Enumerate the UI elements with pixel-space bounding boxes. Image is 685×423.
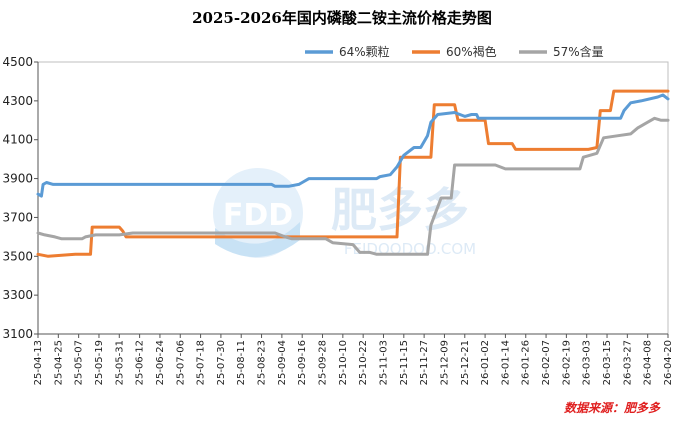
x-tick-label: 25-08-11	[236, 340, 247, 385]
x-tick-label: 25-04-25	[53, 340, 64, 385]
x-tick-label: 25-07-18	[196, 340, 207, 385]
y-tick-label: 4300	[2, 94, 33, 108]
y-tick-label: 3700	[2, 210, 33, 224]
x-tick-label: 25-12-21	[460, 340, 471, 385]
x-tick-label: 25-06-24	[155, 340, 166, 385]
y-tick-label: 4500	[2, 55, 33, 69]
y-tick-label: 3500	[2, 249, 33, 263]
source-note: 数据来源：肥多多	[564, 401, 661, 415]
x-tick-label: 25-05-19	[94, 340, 105, 385]
x-tick-label: 26-03-15	[602, 340, 613, 385]
y-tick-label: 3100	[2, 327, 33, 341]
legend: 64%颗粒 60%褐色 57%含量	[305, 44, 604, 59]
svg-text:FDD: FDD	[223, 198, 293, 233]
x-tick-label: 26-02-07	[541, 340, 552, 385]
axes: 3100 3300 3500 3700 3900 4100 4300 4500 25-04-13…	[2, 55, 674, 385]
x-tick-label: 25-10-22	[358, 340, 369, 385]
series-line-3	[36, 116, 670, 256]
y-tick-label: 3300	[2, 288, 33, 302]
x-tick-label: 26-01-26	[521, 340, 532, 385]
x-tick-label: 25-05-07	[74, 340, 85, 385]
plot-area	[36, 89, 670, 258]
x-tick-label: 26-02-19	[561, 340, 572, 385]
x-tick-label: 25-12-09	[439, 340, 450, 385]
x-tick-label: 25-10-10	[338, 340, 349, 385]
x-tick-label: 25-05-31	[114, 340, 125, 385]
x-tick-label: 26-03-27	[622, 340, 633, 385]
series-line-2	[36, 89, 670, 258]
x-tick-label: 25-11-27	[419, 340, 430, 385]
x-tick-label: 25-07-06	[175, 340, 186, 385]
x-tick-label: 25-06-12	[135, 340, 146, 385]
x-tick-label: 25-11-03	[378, 340, 389, 385]
x-tick-label: 25-07-30	[216, 340, 227, 385]
x-tick-label: 25-11-15	[399, 340, 410, 385]
x-tick-label: 26-03-03	[582, 340, 593, 385]
x-tick-label: 25-04-13	[33, 340, 44, 385]
legend-label: 64%颗粒	[339, 44, 390, 59]
x-tick-label: 26-01-14	[500, 340, 511, 385]
y-tick-label: 4100	[2, 133, 33, 147]
x-tick-label: 25-09-28	[318, 340, 329, 385]
chart-title: 2025-2026年国内磷酸二铵主流价格走势图	[192, 9, 492, 27]
legend-label: 57%含量	[553, 44, 604, 59]
legend-label: 60%褐色	[446, 44, 497, 59]
x-tick-label: 26-01-02	[480, 340, 491, 385]
x-tick-label: 25-09-04	[277, 340, 288, 385]
y-tick-label: 3900	[2, 172, 33, 186]
x-tick-label: 26-04-08	[643, 340, 654, 385]
x-tick-label: 25-09-16	[297, 340, 308, 385]
x-tick-label: 26-04-20	[663, 340, 674, 385]
series-line-1	[36, 93, 670, 198]
x-tick-label: 25-08-23	[257, 340, 268, 385]
